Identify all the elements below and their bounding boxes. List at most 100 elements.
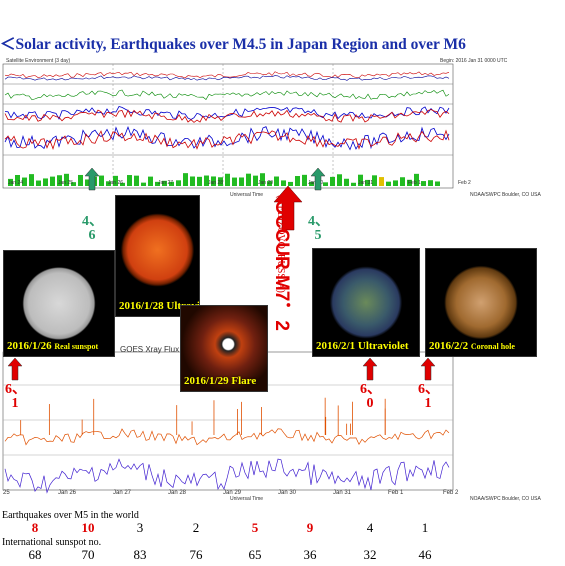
bottom-x-label: Jan 30 bbox=[278, 490, 297, 496]
trace bbox=[4, 89, 450, 101]
kp-bar bbox=[99, 175, 104, 186]
bottom-x-label: 25 bbox=[3, 490, 10, 496]
trace bbox=[4, 75, 450, 81]
title: ＜Solar activity, Earthquakes over M4.5 i… bbox=[0, 36, 466, 53]
event-arrow bbox=[273, 185, 303, 231]
marker-label: 1 bbox=[424, 396, 432, 411]
kp-bar bbox=[190, 176, 195, 186]
sunspot-value: 65 bbox=[248, 547, 262, 562]
kp-bar bbox=[162, 180, 167, 186]
kp-bar bbox=[127, 175, 132, 186]
marker-label: 4、 bbox=[82, 214, 103, 229]
kp-bar bbox=[176, 180, 181, 186]
marker-arrow bbox=[84, 167, 100, 191]
bottom-x-label: Feb 1 bbox=[388, 490, 404, 496]
bottom-x-label: Jan 31 bbox=[333, 490, 352, 496]
kp-bar bbox=[197, 176, 202, 186]
sunspot-label: International sunspot no. bbox=[2, 537, 102, 548]
top-x-label: Jan 25 bbox=[58, 180, 73, 186]
kp-bar bbox=[106, 181, 111, 186]
top-axis-title: Universal Time bbox=[230, 192, 264, 198]
marker-arrow bbox=[420, 357, 436, 381]
sunspot-value: 76 bbox=[189, 547, 203, 562]
kp-bar bbox=[323, 182, 328, 186]
photo-caption: 2016/1/26 Real sunspot bbox=[7, 340, 99, 352]
kp-bar bbox=[155, 181, 160, 186]
sunspot-value: 32 bbox=[363, 547, 377, 562]
top-x-label: Jan 29 bbox=[258, 180, 273, 186]
kp-bar bbox=[365, 179, 370, 186]
kp-bar bbox=[8, 178, 13, 186]
kp-bar bbox=[246, 173, 251, 186]
kp-bar bbox=[50, 176, 55, 186]
kp-bar bbox=[148, 176, 153, 186]
kp-bar bbox=[134, 175, 139, 186]
kp-bar bbox=[120, 182, 125, 186]
sunspot-value: 83 bbox=[133, 547, 147, 562]
kp-bar bbox=[274, 176, 279, 186]
kp-bar bbox=[113, 175, 118, 186]
top-x-label: Feb 1 bbox=[408, 180, 421, 186]
trace bbox=[4, 106, 450, 120]
photo-sunspot: 2016/1/26 Real sunspot bbox=[3, 250, 115, 357]
top-footer: NOAA/SWPC Boulder, CO USA bbox=[470, 192, 541, 198]
kp-bar bbox=[85, 179, 90, 186]
kp-bar bbox=[260, 173, 265, 186]
kp-bar bbox=[22, 177, 27, 186]
kp-bar bbox=[43, 178, 48, 186]
quake-value: 5 bbox=[251, 520, 259, 535]
kp-bar bbox=[344, 178, 349, 186]
sunspot-value: 46 bbox=[418, 547, 432, 562]
photo-flare: 2016/1/29 Flare bbox=[180, 305, 268, 392]
photo-coronal-hole: 2016/2/2 Coronal hole bbox=[425, 248, 537, 357]
kp-bar bbox=[386, 181, 391, 186]
top-begin: Begin: 2016 Jan 31 0000 UTC bbox=[440, 58, 508, 64]
kp-bar bbox=[253, 175, 258, 186]
kp-bar bbox=[358, 174, 363, 186]
sunspot-value: 36 bbox=[303, 547, 317, 562]
kp-bar bbox=[36, 180, 41, 186]
kp-bar bbox=[57, 175, 62, 186]
marker-label: 5 bbox=[314, 228, 322, 243]
kp-bar bbox=[239, 177, 244, 186]
quake-value: 1 bbox=[421, 520, 429, 535]
sunspot-value: 68 bbox=[28, 547, 42, 562]
quake-value: 9 bbox=[306, 520, 314, 535]
event-main: OCCUR M7．2 bbox=[271, 200, 292, 331]
kp-bar bbox=[400, 177, 405, 186]
kp-bar bbox=[288, 181, 293, 186]
kp-bar bbox=[15, 175, 20, 186]
kp-bar bbox=[204, 175, 209, 186]
quake-value: 10 bbox=[81, 520, 95, 535]
marker-label: 1 bbox=[11, 396, 19, 411]
marker-arrow bbox=[362, 357, 378, 381]
bottom-footer: NOAA/SWPC Boulder, CO USA bbox=[470, 496, 541, 502]
top-x-label: Jan 31 bbox=[358, 180, 373, 186]
kp-bar bbox=[428, 180, 433, 186]
photo-caption: 2016/2/1 Ultraviolet bbox=[316, 340, 409, 352]
marker-arrow bbox=[7, 357, 23, 381]
kp-bar bbox=[407, 179, 412, 186]
kp-bar bbox=[141, 182, 146, 186]
kp-bar bbox=[211, 176, 216, 186]
quake-value: 2 bbox=[192, 520, 200, 535]
top-x-label: Jan 26 bbox=[108, 180, 123, 186]
kp-bar bbox=[309, 181, 314, 186]
photo-uv: 2016/1/28 Ultraviolet bbox=[115, 195, 200, 317]
kp-bar bbox=[169, 181, 174, 186]
quake-value: 8 bbox=[31, 520, 39, 535]
kp-bar bbox=[372, 175, 377, 186]
kp-bar bbox=[71, 182, 76, 186]
top-header: Satellite Environment (3 day) bbox=[6, 58, 71, 64]
kp-bar bbox=[337, 174, 342, 186]
kp-bar bbox=[351, 182, 356, 186]
kp-bar bbox=[393, 180, 398, 186]
photo-caption: 2016/1/29 Flare bbox=[184, 375, 257, 387]
trace bbox=[4, 125, 450, 151]
kp-bar bbox=[218, 177, 223, 186]
marker-label: 6、 bbox=[360, 382, 381, 397]
trace bbox=[4, 428, 450, 446]
kp-bar bbox=[421, 181, 426, 186]
photo-caption: 2016/2/2 Coronal hole bbox=[429, 340, 515, 352]
